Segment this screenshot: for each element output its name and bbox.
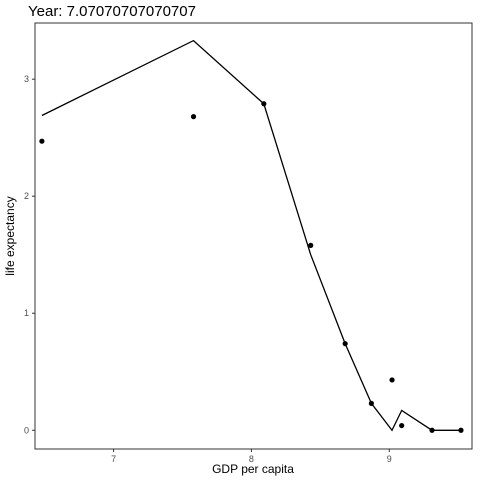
panel-border (34, 22, 473, 450)
data-point (389, 377, 395, 383)
data-point (261, 101, 267, 107)
data-point (190, 114, 197, 120)
fitted-line (41, 39, 461, 432)
data-point (342, 341, 348, 347)
data-point (458, 427, 464, 433)
x-tick-label: 8 (249, 454, 254, 464)
data-point (308, 242, 314, 248)
data-point (429, 427, 435, 433)
plot-area (39, 39, 464, 433)
data-point (39, 138, 45, 144)
y-tick-label: 1 (24, 308, 29, 318)
y-tick-label: 3 (24, 74, 29, 84)
x-axis: 7 8 9 (111, 449, 392, 464)
data-point (368, 400, 374, 406)
y-tick-label: 0 (24, 425, 29, 435)
x-tick-label: 7 (111, 454, 116, 464)
data-point (399, 422, 405, 429)
x-axis-label: GDP per capita (212, 462, 294, 476)
x-tick-label: 9 (387, 454, 392, 464)
chart-title: Year: 7.07070707070707 (28, 3, 196, 20)
y-axis-label: life expectancy (3, 196, 17, 275)
y-tick-label: 2 (24, 191, 29, 201)
